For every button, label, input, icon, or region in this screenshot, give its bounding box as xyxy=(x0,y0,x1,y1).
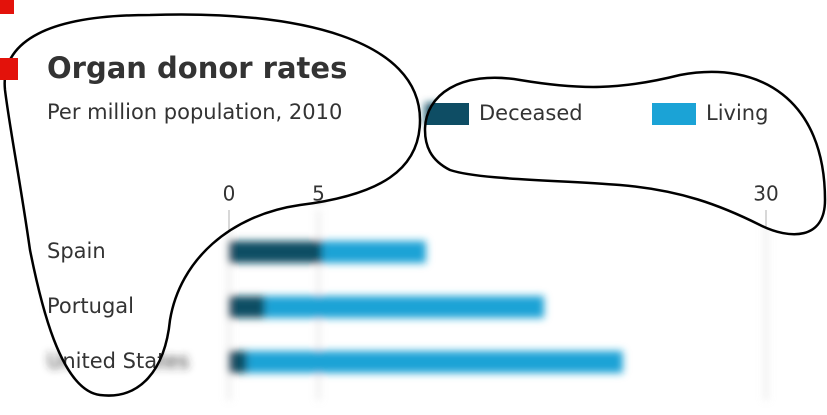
legend-swatch xyxy=(425,103,469,125)
chart-subtitle: Per million population, 2010 xyxy=(47,100,342,124)
category-label: Spain xyxy=(47,239,106,263)
bar xyxy=(229,351,247,373)
legend-swatch xyxy=(652,103,696,125)
bar xyxy=(229,241,323,263)
bar xyxy=(246,351,623,373)
brand-mark xyxy=(0,0,14,14)
outline xyxy=(423,70,827,236)
legend-label: Deceased xyxy=(479,101,583,125)
bar xyxy=(322,241,426,263)
category-label: Portugal xyxy=(47,294,134,318)
x-tick-label: 0 xyxy=(223,182,236,206)
x-tick-label: 30 xyxy=(753,182,778,206)
outline xyxy=(3,13,422,397)
bar xyxy=(264,296,545,318)
legend-label: Living xyxy=(706,101,768,125)
highlight-outlines xyxy=(3,13,827,397)
chart-title: Organ donor rates xyxy=(47,51,347,85)
bar xyxy=(229,296,265,318)
x-tick-label: 5 xyxy=(312,182,325,206)
brand-mark xyxy=(0,58,18,80)
